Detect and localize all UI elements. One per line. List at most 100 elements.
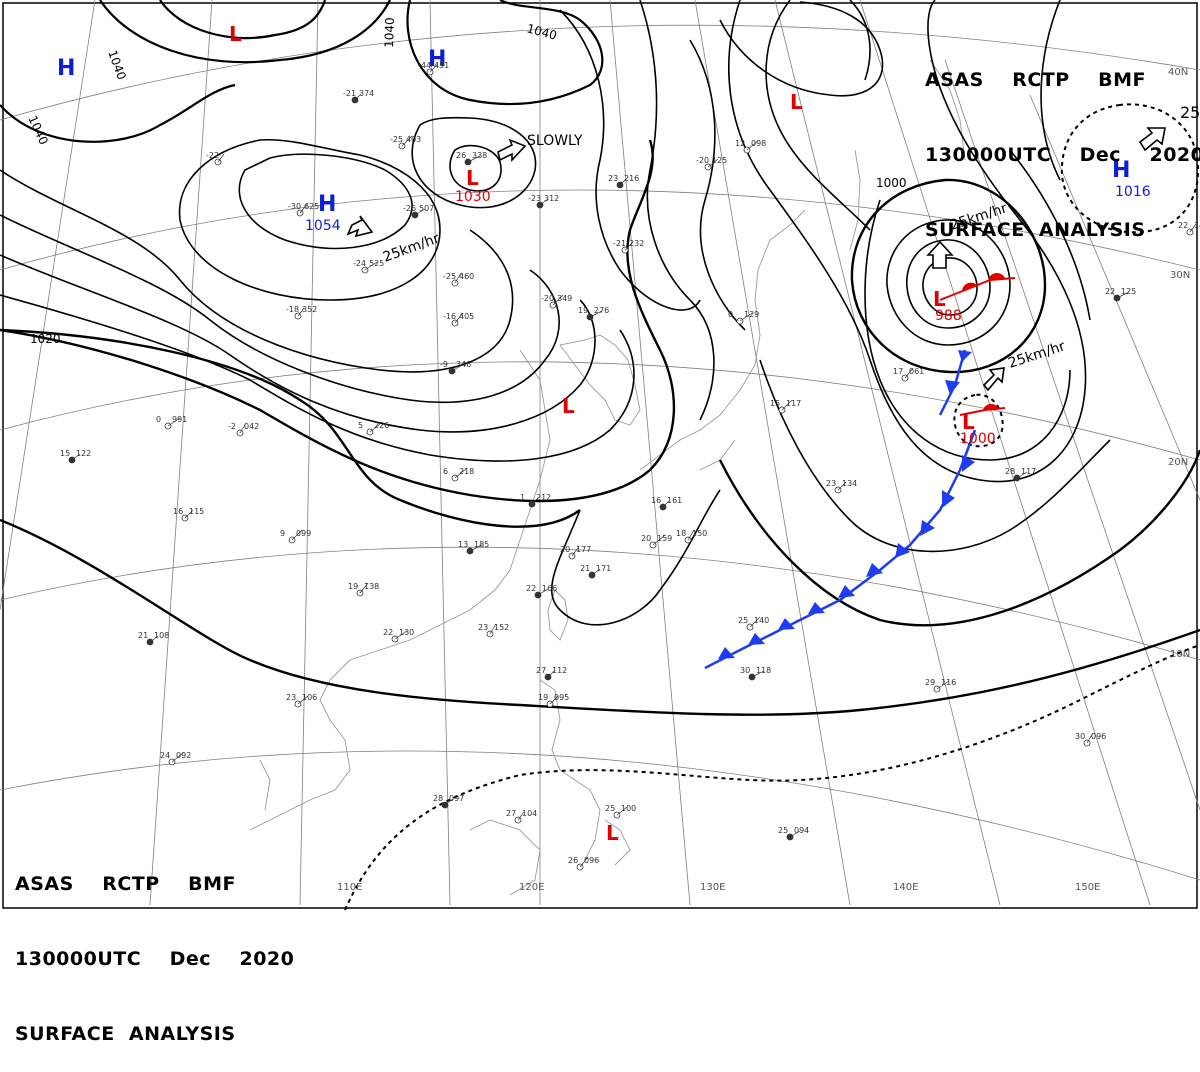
station-plot: 25 100 bbox=[605, 804, 636, 819]
fronts bbox=[704, 273, 1016, 670]
low-pressure-symbol: L bbox=[606, 821, 619, 845]
station-plot: 28 097 bbox=[433, 794, 464, 809]
coast-philippines bbox=[539, 679, 601, 861]
station-pressure: 117 bbox=[1021, 467, 1036, 476]
station-plot: 21 108 bbox=[138, 631, 169, 646]
isobars bbox=[0, 0, 1200, 911]
station-pressure: 159 bbox=[657, 534, 672, 543]
station-temperature: 23 bbox=[826, 479, 836, 488]
station-pressure: 112 bbox=[552, 666, 567, 675]
footer-line-3: SURFACE ANALYSIS bbox=[15, 1023, 236, 1045]
station-pressure: 125 bbox=[712, 156, 727, 165]
station-plot: 15 117 bbox=[770, 399, 801, 414]
station-plot: 21 171 bbox=[580, 564, 611, 579]
station-plot: 0 129 bbox=[728, 310, 759, 325]
geo-labels: 110E 120E 130E 140E 150E 40N 30N 20N 10N… bbox=[337, 67, 1200, 893]
station-pressure: 177 bbox=[576, 545, 591, 554]
low-pressure-value: 1000 bbox=[960, 431, 996, 447]
wind-barb bbox=[71, 453, 81, 461]
station-pressure: 525 bbox=[369, 259, 384, 268]
station-pressure: 460 bbox=[459, 272, 474, 281]
station-temperature: 16 bbox=[651, 496, 661, 505]
station-plot: -16 405 bbox=[443, 312, 474, 327]
wind-barb bbox=[454, 312, 464, 324]
station-pressure: 138 bbox=[364, 582, 379, 591]
wind-barb bbox=[454, 467, 468, 479]
longitude-label: 120E bbox=[519, 882, 544, 893]
station-pressure: 061 bbox=[909, 367, 924, 376]
cold-front-barb bbox=[778, 618, 795, 630]
longitude-label: 150E bbox=[1075, 882, 1100, 893]
wind-barb bbox=[547, 670, 555, 678]
station-plot: 22 166 bbox=[526, 584, 557, 599]
meridian-line bbox=[694, 0, 851, 906]
station-plot: 22 142 bbox=[1178, 221, 1200, 236]
isobar-line bbox=[1009, 149, 1091, 321]
warm-front-bump bbox=[961, 282, 978, 292]
station-pressure: 352 bbox=[302, 305, 317, 314]
station-plot: 20 159 bbox=[641, 534, 672, 549]
isobar-line bbox=[906, 239, 991, 329]
wind-barb bbox=[291, 529, 303, 541]
station-pressure: 232 bbox=[629, 239, 644, 248]
station-plot: 6 218 bbox=[443, 467, 474, 482]
wind-barb bbox=[364, 261, 378, 271]
cold-front-barb bbox=[748, 633, 765, 645]
cold-front-barb bbox=[920, 520, 935, 536]
wind-barb bbox=[517, 811, 525, 821]
station-temperature: -25 bbox=[390, 135, 403, 144]
station-temperature: 6 bbox=[443, 467, 448, 476]
coast-kamchatka bbox=[929, 59, 966, 161]
station-plot: 29 116 bbox=[925, 678, 956, 693]
station-plot: 25 140 bbox=[738, 616, 769, 631]
corner-fragment: 25 bbox=[1180, 103, 1200, 122]
station-pressure: 096 bbox=[1091, 732, 1106, 741]
wind-barb bbox=[297, 307, 305, 317]
parallel-line bbox=[0, 24, 1200, 121]
station-temperature: 0 bbox=[728, 310, 733, 319]
isobar-line bbox=[0, 328, 581, 528]
wind-barb bbox=[904, 367, 914, 379]
station-temperature: -44 bbox=[418, 61, 431, 70]
isobar-line bbox=[449, 144, 502, 192]
movement-arrow bbox=[497, 138, 527, 163]
station-pressure: 117 bbox=[786, 399, 801, 408]
wind-barb bbox=[239, 422, 247, 434]
wind-barb bbox=[746, 139, 760, 151]
header-line-2: 130000UTC Dec 2020 bbox=[925, 144, 1200, 166]
station-temperature: 24 bbox=[160, 751, 170, 760]
isobar-line bbox=[411, 116, 537, 209]
isobar-line bbox=[406, 0, 604, 106]
longitude-label: 140E bbox=[893, 882, 918, 893]
station-temperature: -25 bbox=[443, 272, 456, 281]
movement-arrow bbox=[1138, 127, 1166, 152]
station-pressure: 108 bbox=[154, 631, 169, 640]
wind-barb bbox=[369, 423, 381, 433]
isobar-line bbox=[849, 0, 871, 81]
chart-footer-header: ASAS RCTP BMF 130000UTC Dec 2020 SURFACE… bbox=[15, 822, 294, 1072]
isobar-line bbox=[765, 0, 871, 231]
cold-front-barb bbox=[838, 585, 855, 598]
coast-borneo bbox=[469, 819, 541, 896]
wind-barb bbox=[359, 582, 369, 594]
station-plot: 23 134 bbox=[826, 479, 857, 494]
warm-front-bump bbox=[988, 273, 1005, 281]
high-pressure-value: 1016 bbox=[1115, 184, 1151, 200]
wind-barb bbox=[591, 568, 601, 576]
station-pressure: 216 bbox=[624, 174, 639, 183]
station-pressure: 276 bbox=[594, 306, 609, 315]
station-plot: -20 349 bbox=[541, 294, 572, 309]
cold-front-barb bbox=[866, 563, 883, 577]
wind-barb bbox=[444, 798, 454, 806]
station-plot: -24 525 bbox=[353, 259, 384, 274]
station-temperature: -16 bbox=[443, 312, 456, 321]
footer-line-1: ASAS RCTP BMF bbox=[15, 873, 237, 895]
station-temperature: 20 bbox=[641, 534, 651, 543]
cold-front-barb bbox=[962, 455, 975, 472]
station-plot: 19 095 bbox=[538, 693, 569, 708]
station-temperature: -23 bbox=[528, 194, 541, 203]
station-plot: 22 125 bbox=[1105, 287, 1136, 302]
isobar-line bbox=[178, 138, 441, 301]
station-temperature: 27 bbox=[506, 809, 516, 818]
wind-barb bbox=[1086, 732, 1094, 744]
